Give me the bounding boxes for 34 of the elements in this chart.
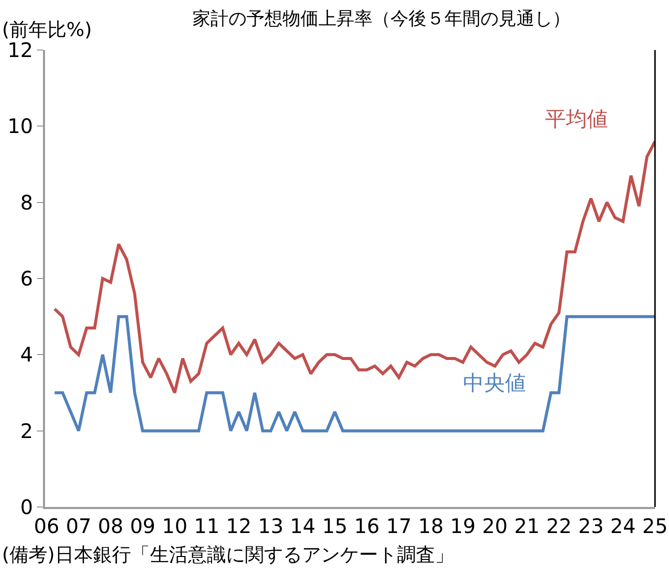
x-tick-label: 25 — [642, 514, 668, 538]
x-tick-label: 19 — [450, 514, 476, 538]
x-tick-label: 12 — [226, 514, 252, 538]
x-tick-label: 21 — [514, 514, 540, 538]
x-tick-label: 10 — [162, 514, 188, 538]
x-tick-label: 17 — [386, 514, 412, 538]
chart-title: 家計の予想物価上昇率（今後５年間の見通し） — [192, 8, 570, 30]
x-tick-label: 06 — [34, 514, 60, 538]
y-tick-label: 6 — [20, 266, 33, 290]
x-tick-label: 11 — [194, 514, 220, 538]
x-tick-label: 07 — [66, 514, 92, 538]
y-tick-label: 8 — [20, 190, 33, 214]
x-tick-label: 15 — [322, 514, 348, 538]
x-tick-label: 14 — [290, 514, 316, 538]
y-tick-label: 12 — [8, 38, 33, 62]
series-label: 中央値 — [463, 371, 526, 395]
text: (備考)日本銀行「生活意識に関するアンケート調査」 — [2, 544, 454, 566]
line-series — [53, 140, 655, 394]
x-tick-label: 13 — [258, 514, 284, 538]
x-tick-label: 16 — [354, 514, 380, 538]
x-tick-label: 20 — [482, 514, 508, 538]
text: 平均値 — [545, 107, 608, 131]
x-tick-label: 22 — [546, 514, 572, 538]
x-tick-label: 09 — [130, 514, 156, 538]
y-tick-label: 10 — [8, 114, 33, 138]
line-series — [53, 315, 655, 432]
x-tick-label: 18 — [418, 514, 444, 538]
y-axis-title: (前年比%) — [2, 19, 92, 41]
y-tick-label: 4 — [20, 342, 33, 367]
y-tick-label: 0 — [20, 495, 33, 519]
x-tick-label: 24 — [610, 514, 636, 538]
y-tick-label: 2 — [20, 418, 33, 443]
x-tick-label: 08 — [98, 514, 124, 538]
x-tick-label: 23 — [578, 514, 604, 538]
